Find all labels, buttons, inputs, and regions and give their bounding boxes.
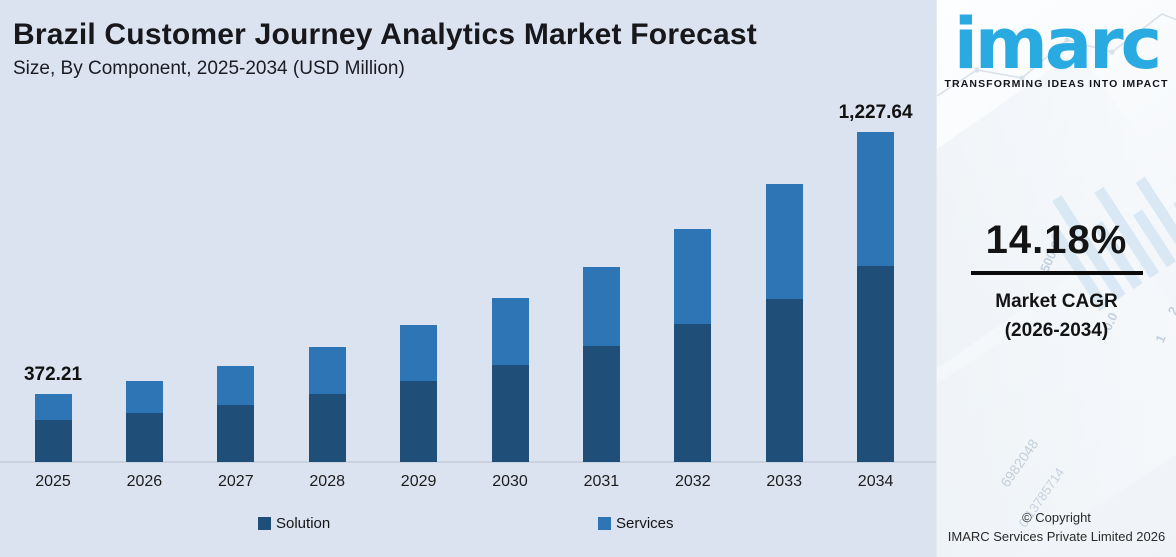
legend-label: Solution xyxy=(276,515,331,532)
value-label-2034: 1,227.64 xyxy=(838,102,913,123)
bar-2028-services xyxy=(308,347,346,394)
chart-title: Brazil Customer Journey Analytics Market… xyxy=(13,18,757,51)
cagr-value: 14.18% xyxy=(985,218,1128,262)
x-axis-label-2031: 2031 xyxy=(583,473,620,490)
x-axis-line xyxy=(0,461,936,463)
bar-2027-services xyxy=(217,366,255,405)
x-axis-label-2029: 2029 xyxy=(400,473,437,490)
x-axis-label-2033: 2033 xyxy=(766,473,802,490)
copyright: © Copyright IMARC Services Private Limit… xyxy=(937,509,1176,547)
cagr-period: (2026-2034) xyxy=(1004,320,1109,342)
bar-2030-solution xyxy=(491,365,529,462)
imarc-logo-block: imarc TRANSFORMING IDEAS INTO IMPACT xyxy=(937,3,1176,90)
watermark-digits: 6982048 xyxy=(997,436,1042,490)
bar-2032-services xyxy=(674,229,712,324)
bar-2026-solution xyxy=(125,413,163,462)
imarc-tagline: TRANSFORMING IDEAS INTO IMPACT xyxy=(944,77,1169,90)
bar-2027-solution xyxy=(217,405,255,462)
x-axis-label-2030: 2030 xyxy=(492,473,528,490)
x-axis-label-2026: 2026 xyxy=(126,473,163,490)
x-axis-label-2025: 2025 xyxy=(35,473,71,490)
bar-2031-services xyxy=(582,267,620,346)
bar-2025-services xyxy=(34,394,72,420)
chart-legend: Solution Services xyxy=(0,515,936,537)
chart-subtitle: Size, By Component, 2025-2034 (USD Milli… xyxy=(13,58,405,79)
bar-2025-solution xyxy=(34,420,72,462)
copyright-line1: © Copyright xyxy=(1022,510,1091,526)
bar-2034-services xyxy=(857,132,895,266)
bar-2033-solution xyxy=(765,299,803,462)
x-axis-label-2027: 2027 xyxy=(218,473,254,490)
chart-section: Brazil Customer Journey Analytics Market… xyxy=(0,18,936,537)
legend-swatch-icon xyxy=(598,517,611,530)
legend-swatch-icon xyxy=(258,517,271,530)
side-panel: 500.0 0.0 1 2 3 4 6982048 0.13785714 ima… xyxy=(936,0,1176,557)
x-axis-label-2034: 2034 xyxy=(857,473,894,490)
bar-2031-solution xyxy=(582,346,620,462)
legend-label: Services xyxy=(616,515,674,532)
bar-2028-solution xyxy=(308,394,346,462)
cagr-block: 14.18% Market CAGR (2026-2034) xyxy=(937,218,1176,346)
bar-2030-services xyxy=(491,298,529,365)
legend-item-services: Services xyxy=(598,515,674,532)
x-axis-label-2032: 2032 xyxy=(675,473,711,490)
imarc-logo: imarc xyxy=(953,3,1162,85)
cagr-underline xyxy=(970,271,1143,275)
bar-2032-solution xyxy=(674,324,712,462)
legend-item-solution: Solution xyxy=(258,515,330,532)
bar-2029-services xyxy=(400,325,438,381)
x-axis-label-2028: 2028 xyxy=(309,473,345,490)
stacked-bar-chart: 2025 372.21 2026 2027 2028 2029 2030 2031 2032 20… xyxy=(0,102,936,490)
bar-2029-solution xyxy=(400,381,438,462)
bar-2034-solution xyxy=(857,266,895,462)
value-label-2025: 372.21 xyxy=(23,364,83,385)
bar-2026-services xyxy=(125,381,163,413)
bar-2033-services xyxy=(765,184,803,299)
cagr-label: Market CAGR xyxy=(995,291,1118,312)
copyright-line2: IMARC Services Private Limited 2026 xyxy=(947,529,1166,545)
